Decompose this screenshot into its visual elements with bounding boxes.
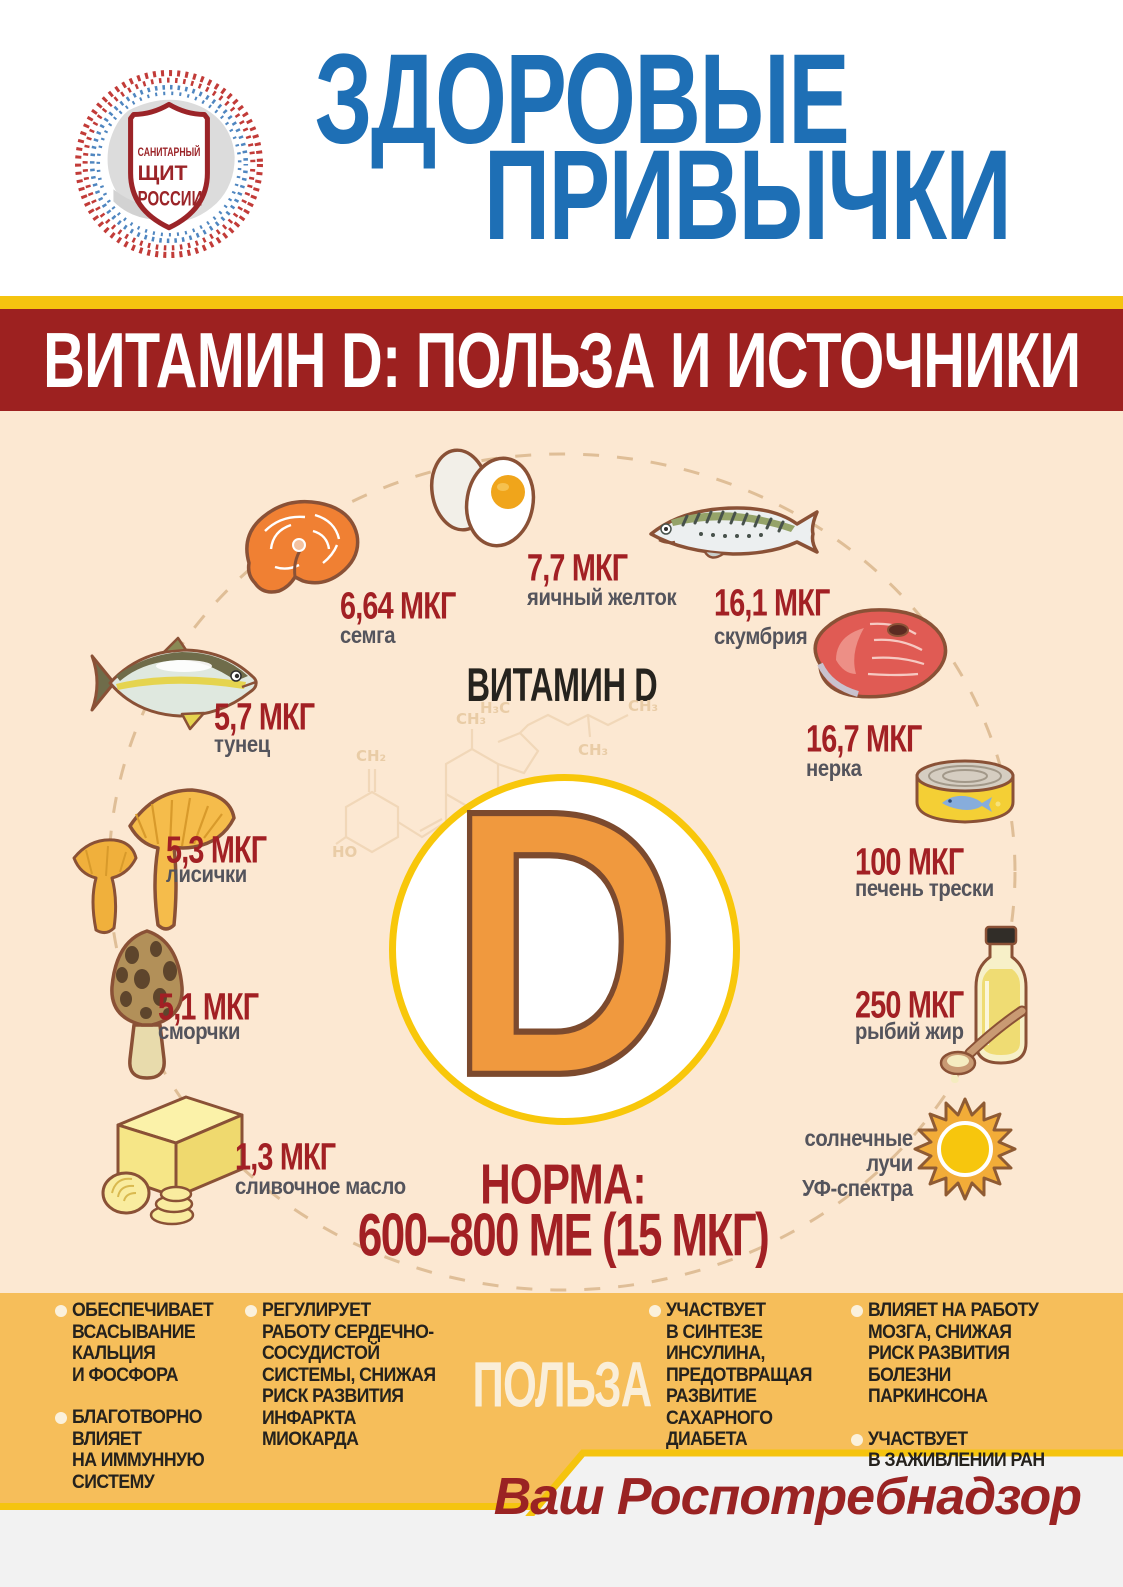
- source-value: 16,1 МКГ: [714, 580, 830, 624]
- norm-value: 600–800 МЕ (15 МКГ): [357, 1202, 770, 1270]
- benefit-item: УЧАСТВУЕТ В СИНТЕЗЕ ИНСУЛИНА, ПРЕДОТВРАЩ…: [649, 1300, 866, 1451]
- benefit-text: БЛАГОТВОРНО ВЛИЯЕТ НА ИММУННУЮ СИСТЕМУ: [72, 1407, 205, 1493]
- page-title: ЗДОРОВЫЕ ПРИВЫЧКИ: [107, 28, 1012, 267]
- banner-title: ВИТАМИН D: ПОЛЬЗА И ИСТОЧНИКИ: [42, 315, 1081, 404]
- morel-mushroom-icon: [80, 925, 215, 1085]
- source-name: скумбрия: [714, 623, 808, 649]
- source-name: нерка: [806, 755, 862, 781]
- source-name: рыбий жир: [855, 1018, 964, 1044]
- benefit-column: ОБЕСПЕЧИВАЕТ ВСАСЫВАНИЕ КАЛЬЦИЯ И ФОСФОР…: [55, 1300, 272, 1514]
- footer-notch: [525, 1449, 1123, 1516]
- tuna-icon: [86, 636, 264, 731]
- rospotrebnadzor-signature: Ваш Роспотребнадзор: [493, 1468, 1082, 1526]
- benefit-text: ОБЕСПЕЧИВАЕТ ВСАСЫВАНИЕ КАЛЬЦИЯ И ФОСФОР…: [72, 1300, 214, 1386]
- source-name: яичный желток: [527, 584, 677, 610]
- benefit-item: УЧАСТВУЕТ В ЗАЖИВЛЕНИИ РАН: [851, 1428, 1068, 1472]
- source-name: лисички: [166, 861, 247, 887]
- chem-label-ch3-end: CH₃: [628, 697, 658, 715]
- vitamin-d-badge: D: [389, 730, 740, 1154]
- chem-label-h3c: H₃C: [480, 699, 510, 717]
- source-value: 5,7 МКГ: [214, 694, 315, 738]
- sun-icon: [913, 1097, 1017, 1201]
- benefit-text: ВЛИЯЕТ НА РАБОТУ МОЗГА, СНИЖАЯ РИСК РАЗВ…: [868, 1300, 1039, 1407]
- egg-yolk-icon: [424, 442, 544, 554]
- source-value: 100 МКГ: [855, 839, 964, 883]
- source-value: 5,3 МКГ: [166, 827, 267, 871]
- benefit-text: УЧАСТВУЕТ В СИНТЕЗЕ ИНСУЛИНА, ПРЕДОТВРАЩ…: [666, 1300, 812, 1450]
- benefit-item: ОБЕСПЕЧИВАЕТ ВСАСЫВАНИЕ КАЛЬЦИЯ И ФОСФОР…: [55, 1300, 272, 1386]
- footer-background: [0, 1510, 1123, 1587]
- source-value: 250 МКГ: [855, 982, 964, 1026]
- source-value: 6,64 МКГ: [340, 583, 456, 627]
- source-name: семга: [340, 622, 396, 648]
- source-name: сморчки: [158, 1018, 241, 1044]
- butter-icon: [90, 1085, 255, 1230]
- source-value: 1,3 МКГ: [235, 1134, 336, 1178]
- benefit-text: РЕГУЛИРУЕТ РАБОТУ СЕРДЕЧНО- СОСУДИСТОЙ С…: [262, 1300, 436, 1450]
- source-name: солнечные лучи УФ-спектра: [802, 1125, 913, 1201]
- source-value: 7,7 МКГ: [527, 545, 628, 589]
- chem-label-ho: HO: [332, 843, 357, 861]
- benefit-column: УЧАСТВУЕТ В СИНТЕЗЕ ИНСУЛИНА, ПРЕДОТВРАЩ…: [649, 1300, 866, 1472]
- benefit-column: РЕГУЛИРУЕТ РАБОТУ СЕРДЕЧНО- СОСУДИСТОЙ С…: [245, 1300, 462, 1472]
- logo-line2: ЩИТ: [138, 162, 188, 185]
- chem-label-ch2: CH₂: [356, 747, 386, 765]
- source-value: 16,7 МКГ: [806, 716, 922, 760]
- benefits-heading: ПОЛЬЗА: [472, 1349, 653, 1421]
- sockeye-steak-icon: [800, 600, 955, 705]
- chem-label-ch3-branch: CH₃: [578, 741, 608, 759]
- source-name: сливочное масло: [235, 1173, 406, 1199]
- source-name: тунец: [214, 731, 270, 757]
- source-name: печень трески: [855, 875, 994, 901]
- norm-label: НОРМА:: [480, 1153, 646, 1217]
- logo-line3: РОССИИ: [138, 187, 203, 210]
- bullet-icon: [245, 1305, 257, 1317]
- bullet-icon: [649, 1305, 661, 1317]
- benefit-text: УЧАСТВУЕТ В ЗАЖИВЛЕНИИ РАН: [868, 1428, 1045, 1472]
- bullet-icon: [55, 1305, 67, 1317]
- bullet-icon: [55, 1412, 67, 1424]
- chem-label-ch3-ring: CH₃: [456, 710, 486, 728]
- logo-line1: САНИТАРНЫЙ: [138, 146, 201, 159]
- shield-icon: [128, 101, 210, 231]
- gold-strip: [0, 296, 1123, 309]
- bullet-icon: [851, 1305, 863, 1317]
- chanterelle-mushroom-icon: [62, 780, 242, 935]
- benefit-item: РЕГУЛИРУЕТ РАБОТУ СЕРДЕЧНО- СОСУДИСТОЙ С…: [245, 1300, 462, 1451]
- title-line1: ЗДОРОВЫЕ: [314, 28, 849, 171]
- section-banner: ВИТАМИН D: ПОЛЬЗА И ИСТОЧНИКИ: [0, 309, 1123, 411]
- vitamin-d-molecule-icon: H₃C CH₃ CH₃ CH₃ CH₂ HO: [332, 697, 658, 861]
- bullet-icon: [851, 1433, 863, 1446]
- fish-oil-bottle-icon: [928, 925, 1038, 1085]
- benefit-item: БЛАГОТВОРНО ВЛИЯЕТ НА ИММУННУЮ СИСТЕМУ: [55, 1407, 272, 1493]
- mackerel-icon: [645, 490, 830, 575]
- sanitary-shield-russia-logo: САНИТАРНЫЙ ЩИТ РОССИИ: [75, 70, 263, 258]
- source-value: 5,1 МКГ: [158, 984, 259, 1028]
- benefit-column: ВЛИЯЕТ НА РАБОТУ МОЗГА, СНИЖАЯ РИСК РАЗВ…: [851, 1300, 1068, 1493]
- canned-cod-liver-icon: [908, 746, 1023, 834]
- benefit-item: ВЛИЯЕТ НА РАБОТУ МОЗГА, СНИЖАЯ РИСК РАЗВ…: [851, 1300, 1068, 1408]
- salmon-steak-icon: [235, 487, 367, 605]
- title-line2: ПРИВЫЧКИ: [483, 124, 1012, 267]
- big-d-letter: D: [445, 730, 684, 1154]
- vitamin-heading: ВИТАМИН D: [466, 657, 658, 712]
